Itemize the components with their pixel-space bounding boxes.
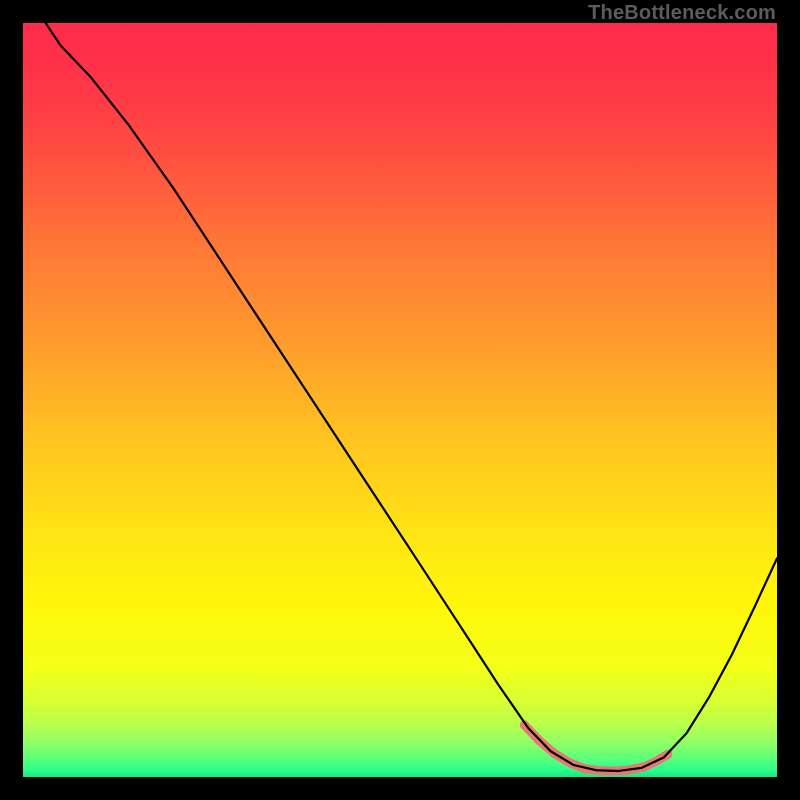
curve-layer bbox=[23, 23, 777, 777]
watermark-text: TheBottleneck.com bbox=[588, 2, 776, 25]
bottleneck-curve bbox=[46, 23, 777, 771]
valley-highlight bbox=[520, 720, 672, 775]
plot-area bbox=[23, 23, 777, 777]
chart-canvas: TheBottleneck.com bbox=[0, 0, 800, 800]
